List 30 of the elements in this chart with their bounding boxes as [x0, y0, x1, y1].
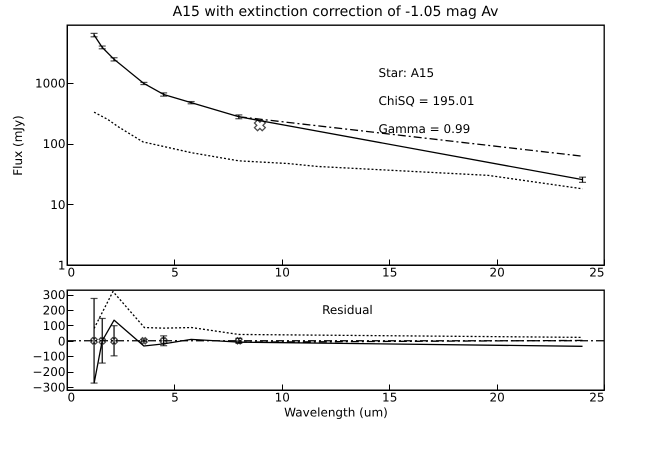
- x-tick-label: 0: [68, 390, 76, 404]
- x-axis-title: Wavelength (um): [284, 406, 388, 420]
- y-tick-label: 200: [42, 304, 66, 318]
- x-tick-label: 0: [68, 266, 76, 280]
- chart-title: A15 with extinction correction of -1.05 mag Av: [172, 4, 498, 20]
- y-tick-label: 1000: [34, 76, 66, 90]
- x-tick-label: 10: [274, 390, 290, 404]
- x-tick-label: 5: [171, 390, 179, 404]
- annotation: Star: A15: [378, 66, 434, 80]
- x-tick-label: 20: [489, 266, 505, 280]
- x-tick-label: 25: [589, 390, 604, 404]
- y-tick-label: −300: [32, 380, 66, 394]
- annotation: Gamma = 0.99: [378, 122, 470, 136]
- y-tick-label: 1: [58, 258, 66, 272]
- x-tick-label: 15: [382, 266, 398, 280]
- annotation: ChiSQ = 195.01: [378, 94, 475, 108]
- y-tick-label: 300: [42, 288, 66, 302]
- y-tick-label: 10: [50, 198, 66, 212]
- y-axis-title: Flux (mJy): [10, 115, 25, 176]
- x-tick-label: 10: [274, 266, 290, 280]
- x-tick-label: 15: [382, 390, 398, 404]
- y-tick-label: −200: [32, 365, 66, 380]
- y-tick-label: 100: [42, 318, 66, 333]
- annotation: Residual: [322, 303, 373, 317]
- y-tick-label: 100: [42, 137, 66, 152]
- y-tick-label: −100: [32, 350, 66, 364]
- y-tick-label: 0: [58, 334, 66, 348]
- x-tick-label: 25: [589, 266, 604, 280]
- x-tick-label: 20: [489, 390, 505, 404]
- x-tick-label: 5: [171, 266, 179, 280]
